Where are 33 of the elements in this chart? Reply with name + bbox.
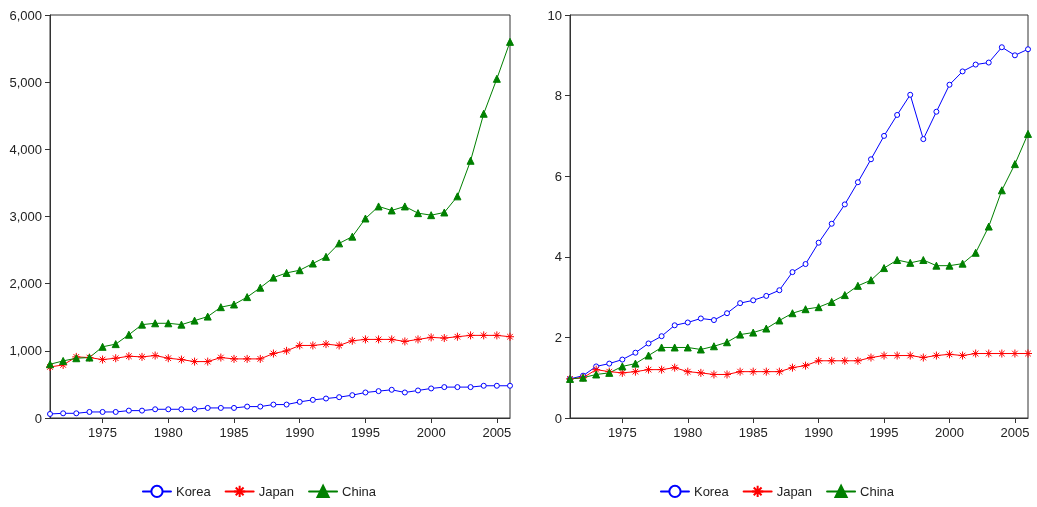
y-tick-label: 2,000: [9, 276, 42, 292]
y-tick-label: 10: [547, 7, 562, 23]
legend-label: China: [342, 483, 377, 499]
legend-label: Korea: [693, 483, 730, 499]
x-tick-label: 2000: [935, 425, 964, 440]
x-tick-label: 1990: [285, 425, 315, 440]
y-tick-label: 0: [34, 410, 42, 426]
x-tick-label: 2005: [482, 425, 512, 440]
legend-label: Japan: [776, 483, 813, 499]
x-tick-label: 1975: [607, 425, 637, 440]
y-tick-label: 1,000: [9, 343, 42, 359]
x-tick-label: 1985: [738, 425, 768, 440]
y-tick-label: 2: [554, 329, 562, 345]
x-tick-label: 1980: [673, 425, 703, 440]
y-tick-label: 4: [554, 249, 562, 265]
y-tick-label: 4,000: [9, 141, 42, 157]
legend-label: Japan: [258, 483, 295, 499]
x-tick-label: 1990: [804, 425, 834, 440]
x-tick-label: 1985: [219, 425, 249, 440]
y-tick-label: 3,000: [9, 209, 42, 224]
x-tick-label: 2000: [416, 425, 446, 440]
legend-label: China: [860, 483, 895, 499]
y-tick-label: 5,000: [9, 74, 42, 90]
y-tick-label: 8: [554, 88, 562, 104]
x-tick-label: 2005: [1000, 425, 1030, 440]
y-tick-label: 6: [554, 168, 562, 184]
x-tick-label: 1980: [153, 425, 183, 440]
x-tick-label: 1995: [350, 425, 380, 440]
y-tick-label: 0: [554, 410, 562, 426]
x-tick-label: 1975: [88, 425, 118, 440]
x-tick-label: 1995: [869, 425, 899, 440]
y-tick-label: 6,000: [9, 7, 42, 23]
legend-label: Korea: [175, 483, 212, 499]
